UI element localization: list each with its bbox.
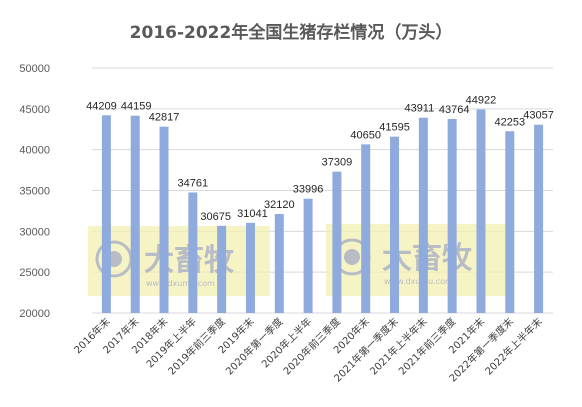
bar [476, 109, 486, 313]
bar [418, 117, 428, 313]
bar [245, 222, 255, 313]
bars [101, 109, 544, 313]
data-label: 42253 [494, 116, 525, 128]
data-label: 43057 [523, 110, 554, 122]
y-tick-label: 30000 [19, 226, 50, 238]
y-tick-label: 20000 [19, 308, 50, 320]
bar [447, 118, 457, 313]
bar [303, 198, 313, 313]
x-axis: 2016年末2017年末2018年末2019年上半年2019年前三季度2019年… [71, 315, 545, 385]
data-label: 30675 [200, 211, 231, 223]
bar [274, 214, 284, 313]
x-tick-label: 2020年上半年 [259, 315, 314, 370]
chart-title: 2016-2022年全国生猪存栏情况（万头） [130, 22, 453, 43]
y-tick-label: 45000 [19, 104, 50, 116]
data-label: 43911 [404, 103, 434, 115]
data-label: 31041 [237, 208, 268, 220]
data-label: 33996 [293, 184, 324, 196]
bar [332, 171, 342, 313]
data-label: 44159 [121, 101, 152, 113]
y-tick-label: 50000 [19, 63, 50, 75]
watermarks: 大畜牧www.dxumu.com大畜牧www.dxumu.com [88, 224, 510, 296]
data-label: 37309 [322, 157, 353, 169]
data-label: 44209 [86, 100, 117, 112]
watermark-logo: 大畜牧www.dxumu.com [88, 226, 270, 296]
y-tick-label: 40000 [19, 145, 50, 157]
bar [188, 192, 198, 313]
data-label: 32120 [264, 199, 295, 211]
bar [534, 124, 544, 313]
watermark-url: www.dxumu.com [146, 279, 215, 288]
bar [361, 144, 371, 313]
x-tick-label: 2019年上半年 [143, 315, 198, 370]
bar [130, 115, 140, 313]
data-label: 34761 [178, 177, 209, 189]
data-label: 41595 [379, 122, 410, 134]
y-tick-label: 25000 [19, 267, 50, 279]
watermark-url: www.dxumu.com [384, 277, 453, 286]
bar [101, 115, 111, 313]
data-label: 40650 [350, 129, 381, 141]
data-label: 44922 [466, 94, 497, 106]
data-label: 43764 [439, 104, 470, 116]
bar [390, 136, 400, 313]
y-tick-label: 35000 [19, 186, 50, 198]
bar [505, 131, 515, 313]
watermark-dot-icon [344, 249, 360, 265]
bar [217, 225, 227, 313]
y-axis: 20000 25000 30000 35000 40000 45000 50000 [19, 63, 50, 320]
data-label: 42817 [149, 112, 180, 124]
bar [159, 126, 169, 313]
